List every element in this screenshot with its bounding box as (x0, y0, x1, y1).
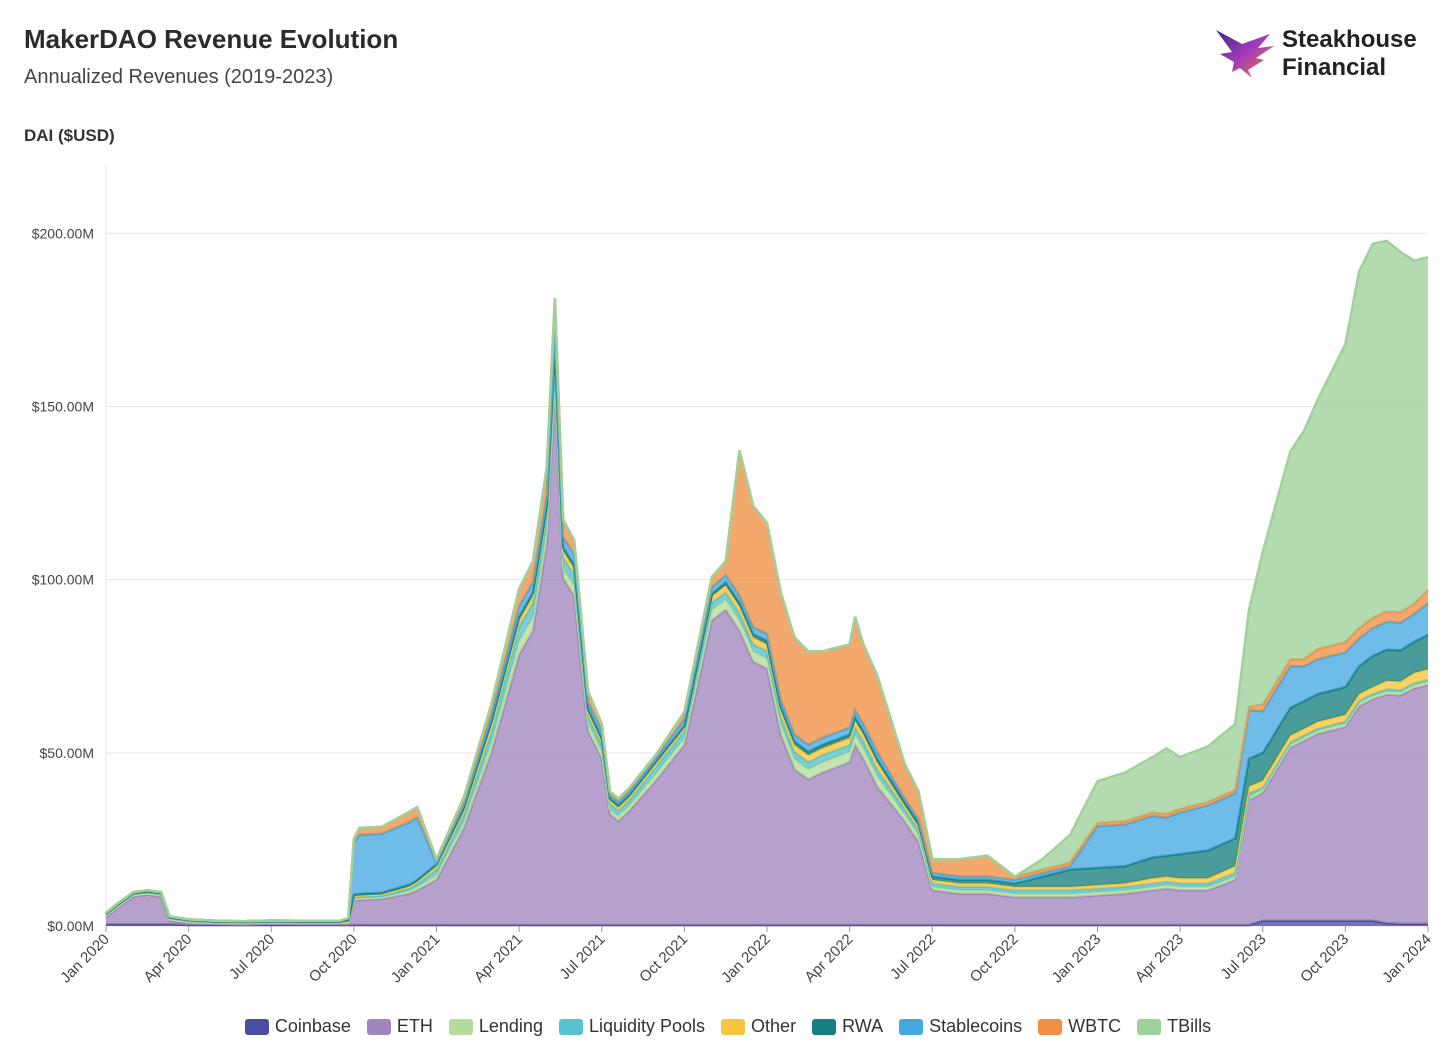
legend: Coinbase ETH Lending Liquidity Pools Other RW… (0, 1016, 1456, 1037)
legend-swatch (899, 1018, 924, 1035)
legend-item-rwa[interactable]: RWA (812, 1016, 883, 1037)
x-tick-label: Oct 2021 (636, 931, 691, 986)
legend-swatch (812, 1018, 837, 1035)
legend-label: Liquidity Pools (588, 1016, 706, 1036)
legend-label: ETH (396, 1016, 433, 1036)
steakhouse-logo-icon (1216, 30, 1274, 78)
y-tick-label: $100.00M (32, 572, 94, 588)
x-tick-label: Jul 2022 (887, 931, 939, 983)
legend-swatch (1038, 1018, 1063, 1035)
x-tick-label: Jan 2023 (1049, 931, 1105, 987)
legend-swatch (244, 1018, 269, 1035)
x-tick-label: Jan 2022 (718, 931, 774, 987)
x-tick-label: Apr 2020 (140, 931, 195, 986)
chart-subtitle: Annualized Revenues (2019-2023) (24, 66, 334, 88)
steakhouse-logo: Steakhouse Financial (1212, 24, 1432, 84)
y-tick-label: $150.00M (32, 398, 94, 414)
line-tbills (105, 239, 1429, 923)
legend-item-liquidity-pools[interactable]: Liquidity Pools (558, 1016, 706, 1037)
area-series (105, 239, 1429, 927)
legend-label: Stablecoins (929, 1016, 1023, 1036)
legend-label: TBills (1167, 1016, 1212, 1036)
y-axis-ticks: $0.00M $50.00M $100.00M $150.00M $200.00M (32, 225, 94, 934)
legend-swatch (721, 1018, 746, 1035)
legend-item-stablecoins[interactable]: Stablecoins (899, 1016, 1022, 1037)
logo-line-1: Steakhouse (1282, 26, 1417, 53)
legend-label: Lending (478, 1016, 543, 1036)
legend-item-coinbase[interactable]: Coinbase (244, 1016, 351, 1037)
x-tick-label: Jul 2021 (556, 931, 608, 983)
x-tick-label: Jul 2023 (1217, 931, 1269, 983)
y-tick-label: $50.00M (40, 745, 94, 761)
legend-item-wbtc[interactable]: WBTC (1038, 1016, 1121, 1037)
chart-title: MakerDAO Revenue Evolution (24, 24, 399, 54)
x-tick-label: Oct 2022 (967, 931, 1022, 986)
legend-label: Coinbase (274, 1016, 351, 1036)
x-tick-label: Jan 2020 (57, 931, 113, 987)
logo-line-2: Financial (1282, 54, 1387, 81)
y-tick-label: $200.00M (32, 225, 94, 241)
legend-label: RWA (842, 1016, 884, 1036)
x-tick-label: Apr 2023 (1132, 931, 1187, 986)
legend-swatch (448, 1018, 473, 1035)
x-tick-label: Oct 2023 (1297, 931, 1352, 986)
y-tick-label: $0.00M (47, 918, 94, 934)
x-axis-ticks: Jan 2020 Apr 2020 Jul 2020 Oct 2020 Jan 2021… (57, 926, 1435, 986)
y-axis-label: DAI ($USD) (24, 126, 115, 145)
x-tick-label: Jul 2020 (226, 931, 278, 983)
legend-label: WBTC (1068, 1016, 1122, 1036)
x-tick-label: Jan 2021 (388, 931, 444, 987)
legend-item-lending[interactable]: Lending (448, 1016, 543, 1037)
x-tick-label: Apr 2021 (471, 931, 526, 986)
legend-item-other[interactable]: Other (721, 1016, 796, 1037)
legend-item-eth[interactable]: ETH (366, 1016, 433, 1037)
x-tick-label: Jan 2024 (1379, 931, 1435, 987)
area-eth (106, 388, 1428, 926)
x-tick-label: Apr 2022 (801, 931, 856, 986)
legend-swatch (558, 1018, 583, 1035)
legend-item-tbills[interactable]: TBills (1137, 1016, 1211, 1037)
area-wbtc (106, 298, 1428, 922)
x-tick-label: Oct 2020 (306, 931, 361, 986)
legend-swatch (1137, 1018, 1162, 1035)
legend-swatch (366, 1018, 391, 1035)
legend-label: Other (751, 1016, 797, 1036)
